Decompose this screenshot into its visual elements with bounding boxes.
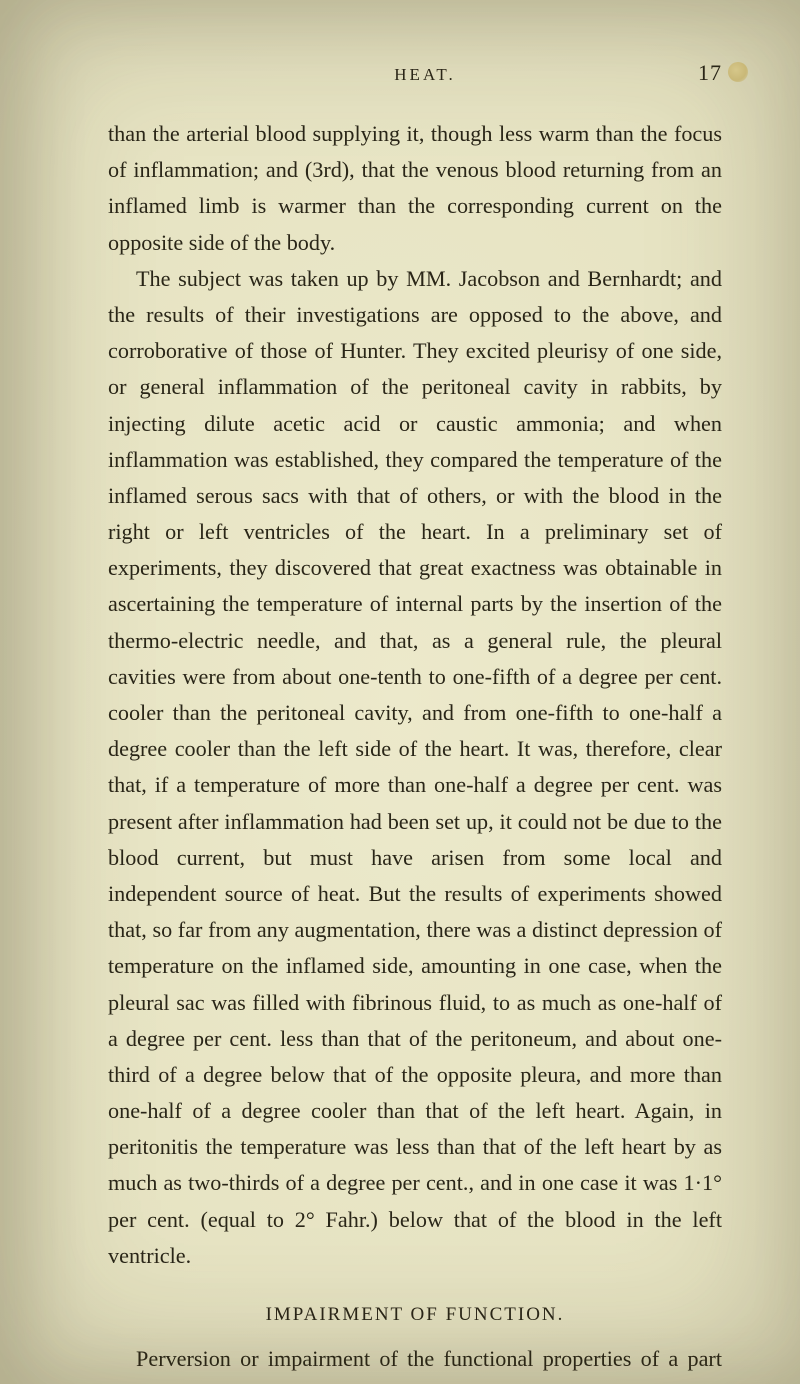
section-heading: IMPAIRMENT OF FUNCTION.: [108, 1300, 722, 1331]
body-text: than the arterial blood supplying it, th…: [108, 116, 722, 1384]
paragraph-2: The subject was taken up by MM. Jacobson…: [108, 261, 722, 1274]
running-header: HEAT. 17: [108, 60, 722, 86]
running-title: HEAT.: [108, 65, 642, 85]
page-number: 17: [642, 60, 722, 86]
paper-blemish-icon: [728, 62, 748, 82]
page-number-text: 17: [698, 60, 722, 85]
page: HEAT. 17 than the arterial blood supplyi…: [0, 0, 800, 1384]
paragraph-3: Perversion or impairment of the function…: [108, 1341, 722, 1384]
paragraph-1: than the arterial blood supplying it, th…: [108, 116, 722, 261]
